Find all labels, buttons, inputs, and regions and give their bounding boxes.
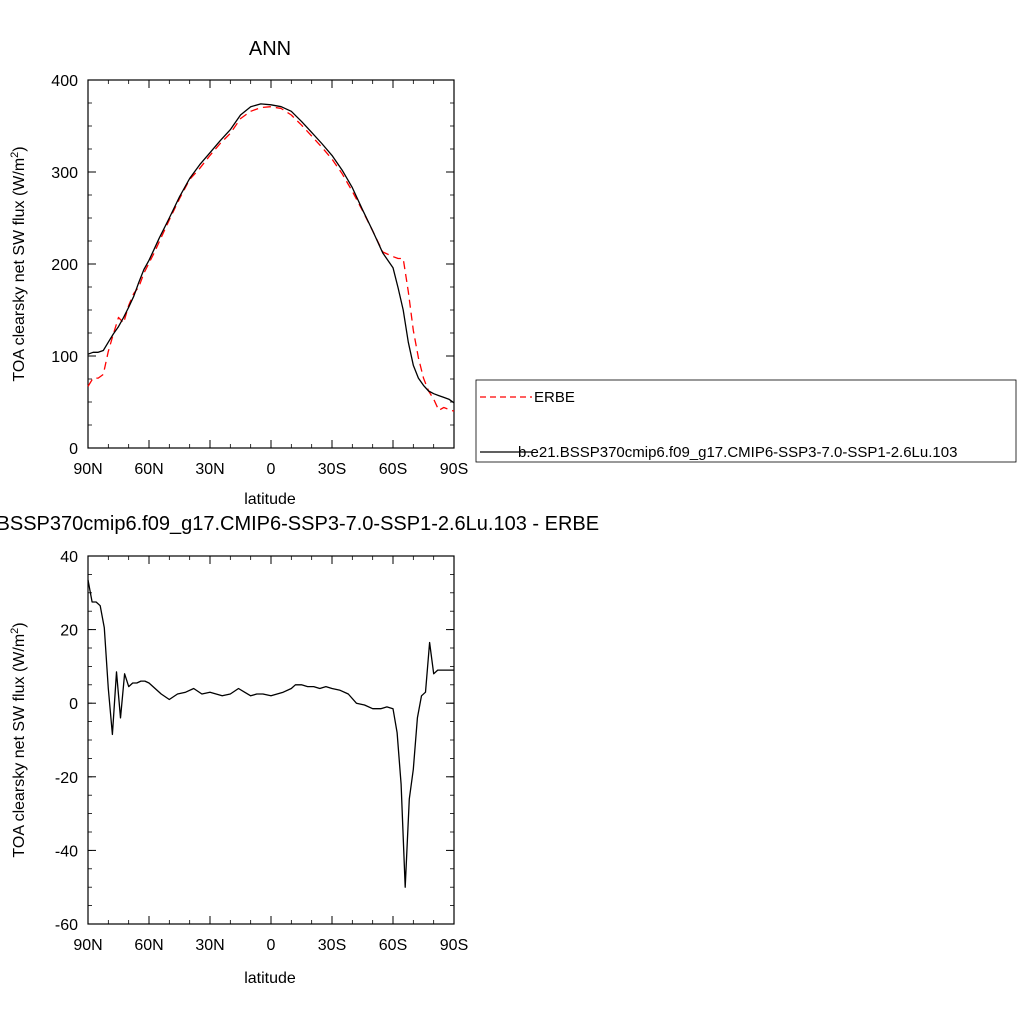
- top-chart-xtick-label: 90S: [440, 461, 468, 478]
- top-chart-plot-area: [87, 79, 455, 449]
- top-chart-xtick-label: 30N: [195, 461, 224, 478]
- top-chart-xlabel: latitude: [244, 491, 296, 508]
- top-chart-ytick-label: 200: [51, 257, 78, 274]
- legend-model-label: b.e21.BSSP370cmip6.f09_g17.CMIP6-SSP3-7.…: [518, 444, 957, 461]
- top-chart-xtick-label: 90N: [73, 461, 102, 478]
- bottom-chart-ytick-label: -40: [55, 843, 78, 860]
- bottom-chart-ylabel: TOA clearsky net SW flux (W/m2): [9, 622, 28, 857]
- top-chart-ytick-label: 100: [51, 349, 78, 366]
- top-chart-ytick-label: 0: [69, 441, 78, 458]
- bottom-chart-xtick-label: 30N: [195, 937, 224, 954]
- bottom-chart-xtick-label: 60S: [379, 937, 407, 954]
- bottom-chart-xtick-label: 0: [267, 937, 276, 954]
- bottom-chart-series: [87, 579, 454, 888]
- legend-box: [475, 379, 1017, 463]
- top-chart-xtick-label: 30S: [318, 461, 346, 478]
- bottom-chart-ytick-label: -60: [55, 917, 78, 934]
- bottom-chart-xtick-label: 90S: [440, 937, 468, 954]
- top-chart-ylabel: TOA clearsky net SW flux (W/m2): [9, 146, 28, 381]
- top-chart-series-line-1: [87, 103, 455, 404]
- bottom-chart-ytick-label: -20: [55, 770, 78, 787]
- top-chart-xtick-label: 60S: [379, 461, 407, 478]
- legend: ERBE b.e21.BSSP370cmip6.f09_g17.CMIP6-SS…: [475, 379, 1017, 463]
- top-chart-series: [87, 103, 455, 412]
- top-chart: ANN 90N 60N 30N 0 30S 60S 90S 0 100 200 300 400 lat…: [9, 38, 468, 508]
- top-chart-xtick-label: 0: [267, 461, 276, 478]
- bottom-chart-ytick-label: 20: [60, 623, 78, 640]
- top-chart-xtick-label: 60N: [134, 461, 163, 478]
- top-chart-ytick-label: 300: [51, 165, 78, 182]
- bottom-chart-xtick-label: 60N: [134, 937, 163, 954]
- bottom-chart-series-line-0: [87, 579, 454, 888]
- bottom-chart-ytick-label: 40: [60, 549, 78, 566]
- top-chart-series-line-0: [87, 106, 455, 412]
- bottom-chart-title: b.e21.BSSP370cmip6.f09_g17.CMIP6-SSP3-7.…: [0, 513, 599, 535]
- top-chart-title: ANN: [249, 38, 291, 60]
- bottom-chart: b.e21.BSSP370cmip6.f09_g17.CMIP6-SSP3-7.…: [0, 513, 599, 987]
- bottom-chart-xtick-label: 30S: [318, 937, 346, 954]
- legend-erbe-label: ERBE: [534, 389, 575, 406]
- top-chart-ticks: 90N 60N 30N 0 30S 60S 90S 0 100 200 300 400: [51, 73, 468, 478]
- bottom-chart-plot-area: [87, 555, 455, 925]
- bottom-chart-xlabel: latitude: [244, 970, 296, 987]
- bottom-chart-xtick-label: 90N: [73, 937, 102, 954]
- bottom-chart-ytick-label: 0: [69, 696, 78, 713]
- bottom-chart-ticks: 90N 60N 30N 0 30S 60S 90S -60 -40 -20 0 20 40: [55, 549, 468, 954]
- top-chart-ytick-label: 400: [51, 73, 78, 90]
